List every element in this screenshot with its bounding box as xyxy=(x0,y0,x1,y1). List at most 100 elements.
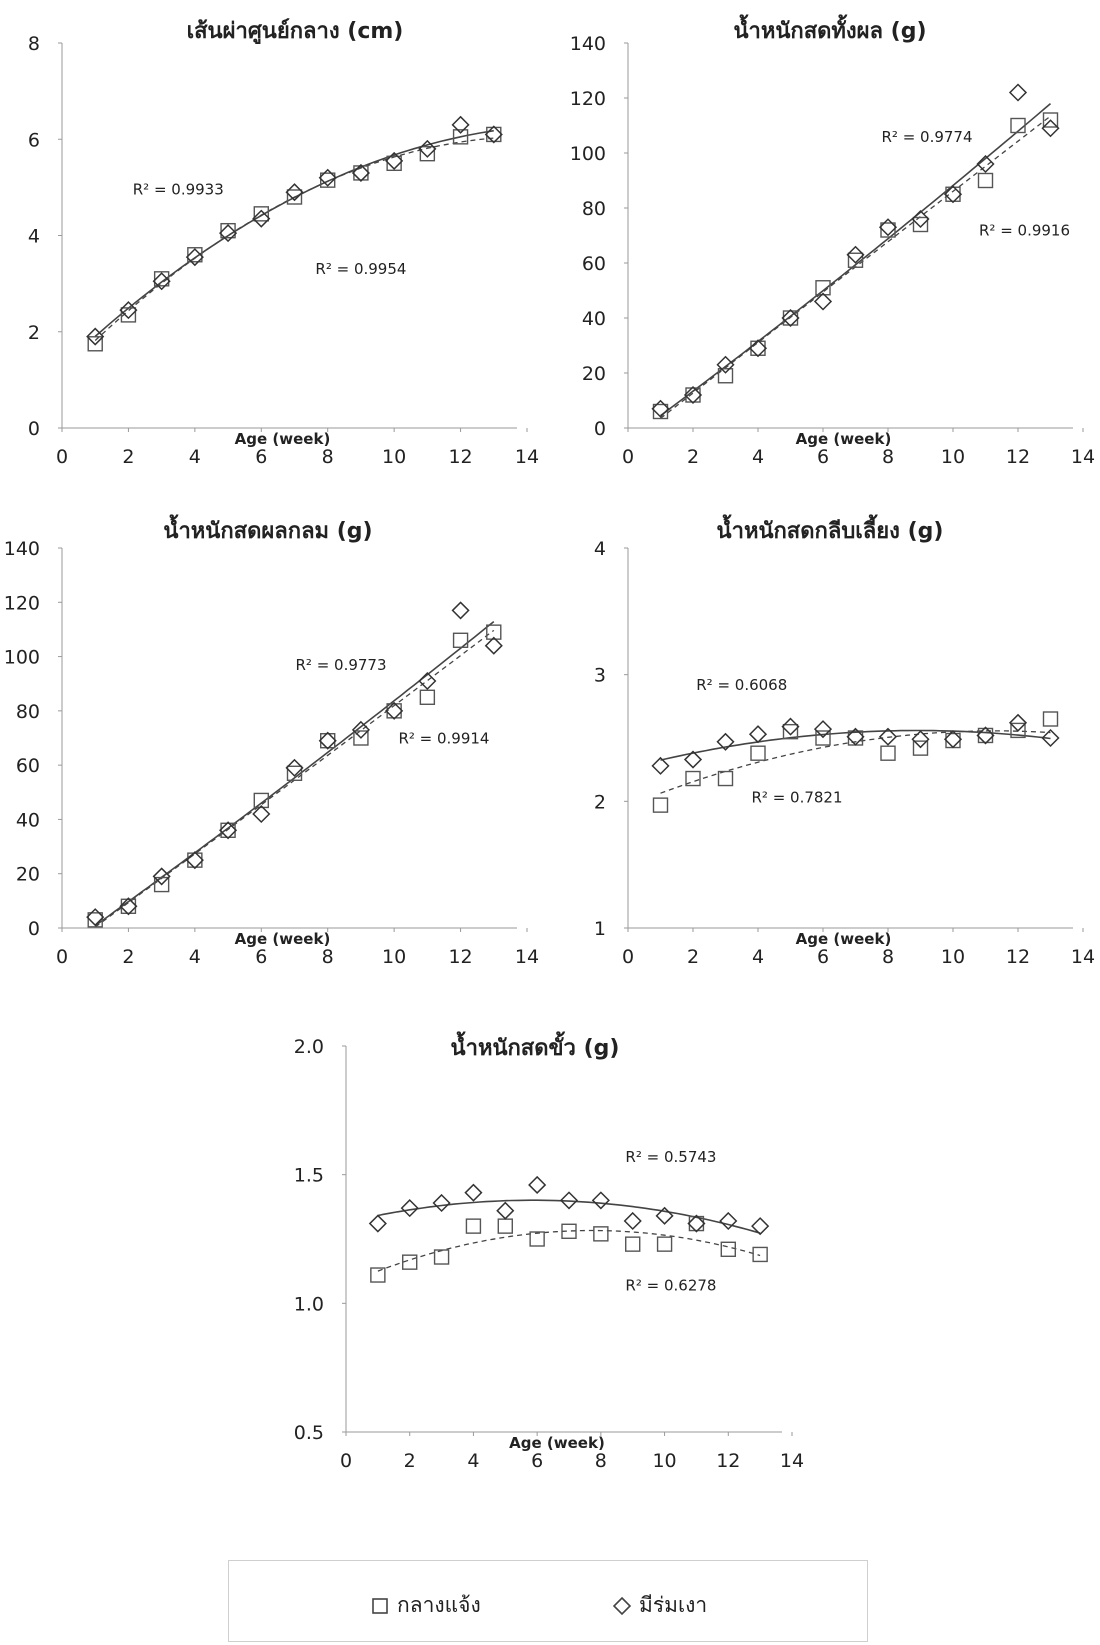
trendline-series-a xyxy=(94,137,494,341)
data-point-series-a xyxy=(656,1236,673,1252)
data-point-series-b xyxy=(683,750,703,769)
y-tick-label: 2 xyxy=(28,322,40,344)
y-tick-label: 40 xyxy=(582,308,606,330)
data-point-series-a xyxy=(153,271,170,287)
x-tick-label: 10 xyxy=(941,446,965,468)
y-tick-label: 100 xyxy=(570,143,606,165)
data-point-series-b xyxy=(185,248,204,267)
x-tick-label: 14 xyxy=(515,446,539,468)
data-point-series-b xyxy=(368,1214,387,1233)
data-point-series-b xyxy=(152,272,171,291)
legend-label-series-b: มีร่มเงา xyxy=(639,1593,708,1617)
data-point-series-b xyxy=(943,730,963,749)
x-tick-label: 0 xyxy=(56,446,68,468)
r-squared-label: R² = 0.9914 xyxy=(398,729,489,747)
y-tick-label: 0 xyxy=(28,918,40,940)
x-tick-label: 10 xyxy=(941,946,965,968)
x-tick-label: 12 xyxy=(1006,946,1030,968)
y-tick-label: 1.5 xyxy=(294,1165,324,1187)
data-point-series-b xyxy=(400,1199,419,1218)
data-point-series-b xyxy=(252,804,271,824)
data-point-series-b xyxy=(484,636,503,655)
data-point-series-a xyxy=(253,206,269,222)
x-tick-label: 12 xyxy=(448,446,472,468)
y-tick-label: 1.0 xyxy=(294,1293,324,1315)
data-point-series-a xyxy=(720,1241,736,1257)
data-point-series-b xyxy=(432,1193,451,1213)
data-point-series-b xyxy=(911,209,930,229)
x-tick-label: 14 xyxy=(1071,946,1095,968)
data-point-series-a xyxy=(561,1223,577,1239)
data-point-series-b xyxy=(1008,83,1028,102)
data-point-series-a xyxy=(486,126,502,143)
data-point-series-b xyxy=(496,1201,515,1220)
x-tick-label: 10 xyxy=(652,1450,676,1472)
data-point-series-a xyxy=(880,745,896,761)
y-tick-label: 140 xyxy=(4,538,40,560)
x-tick-label: 6 xyxy=(255,946,267,968)
data-point-series-b xyxy=(528,1175,547,1195)
x-tick-label: 6 xyxy=(817,946,829,968)
data-point-series-b xyxy=(119,897,138,916)
r-squared-label: R² = 0.9954 xyxy=(315,260,406,278)
data-point-series-a xyxy=(593,1226,609,1242)
x-tick-label: 12 xyxy=(716,1450,740,1472)
y-tick-label: 120 xyxy=(4,592,40,614)
y-tick-label: 2.0 xyxy=(294,1036,324,1058)
data-point-series-b xyxy=(219,224,238,243)
data-point-series-a xyxy=(685,770,701,787)
data-point-series-a xyxy=(1042,711,1059,727)
data-point-series-a xyxy=(452,129,469,145)
x-tick-label: 8 xyxy=(595,1450,607,1472)
data-point-series-a xyxy=(452,632,469,648)
x-tick-label: 2 xyxy=(687,946,699,968)
x-tick-label: 4 xyxy=(752,946,764,968)
data-point-series-b xyxy=(719,1211,738,1231)
data-point-series-b xyxy=(878,727,898,746)
r-squared-label: R² = 0.6278 xyxy=(625,1276,716,1294)
data-point-series-b xyxy=(86,327,105,346)
data-point-series-a xyxy=(912,216,929,233)
data-point-series-a xyxy=(529,1231,545,1247)
data-point-series-b xyxy=(464,1183,483,1202)
data-point-series-b xyxy=(318,731,337,750)
data-point-series-a xyxy=(847,252,864,268)
data-point-series-b xyxy=(86,908,105,927)
data-point-series-b xyxy=(418,139,437,158)
y-tick-label: 0.5 xyxy=(294,1422,324,1444)
x-tick-label: 2 xyxy=(122,946,134,968)
chart-panel: น้ำหนักสดผลกลม (g) 0 20 40 60 80 100 120 140 0 2 4 6… xyxy=(4,514,539,968)
data-point-series-b xyxy=(484,125,503,144)
y-tick-label: 60 xyxy=(582,253,606,275)
y-tick-label: 4 xyxy=(28,226,40,248)
data-point-series-b xyxy=(651,756,670,775)
trendline-series-b xyxy=(660,102,1052,417)
data-point-series-b xyxy=(351,720,370,739)
data-point-series-b xyxy=(655,1206,674,1225)
chart-title: น้ำหนักสดผลกลม (g) xyxy=(163,514,372,544)
x-tick-label: 10 xyxy=(382,946,406,968)
data-point-series-b xyxy=(119,301,138,320)
data-point-series-b xyxy=(846,245,865,264)
y-tick-label: 2 xyxy=(594,791,606,813)
r-squared-label: R² = 0.9916 xyxy=(979,222,1070,240)
data-point-series-a xyxy=(220,222,236,239)
data-point-series-b xyxy=(651,399,670,418)
legend: กลางแจ้ง มีร่มเงา xyxy=(228,1560,868,1642)
r-squared-label: R² = 0.7821 xyxy=(751,789,842,807)
x-tick-label: 4 xyxy=(189,946,201,968)
data-point-series-b xyxy=(781,308,800,328)
data-point-series-b xyxy=(748,339,768,358)
x-tick-label: 4 xyxy=(467,1450,479,1472)
x-tick-label: 6 xyxy=(531,1450,543,1472)
y-tick-label: 140 xyxy=(570,33,606,55)
x-tick-label: 6 xyxy=(255,446,267,468)
data-point-series-b xyxy=(1041,728,1060,748)
data-point-series-b xyxy=(285,183,304,202)
data-point-series-b xyxy=(351,163,370,182)
data-point-series-a xyxy=(717,368,734,384)
chart-panel: น้ำหนักสดทั้งผล (g) 0 20 40 60 80 100 120 140 0 2 4… xyxy=(570,14,1095,468)
data-point-series-b xyxy=(152,867,171,886)
data-point-series-b xyxy=(285,758,304,777)
